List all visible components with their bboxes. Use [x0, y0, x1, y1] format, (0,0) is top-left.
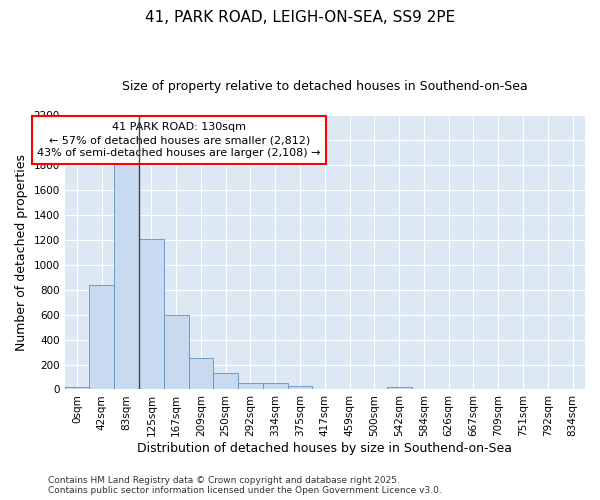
Bar: [238, 383, 263, 390]
Bar: [139, 238, 164, 390]
Title: Size of property relative to detached houses in Southend-on-Sea: Size of property relative to detached ho…: [122, 80, 528, 93]
Text: 41, PARK ROAD, LEIGH-ON-SEA, SS9 2PE: 41, PARK ROAD, LEIGH-ON-SEA, SS9 2PE: [145, 10, 455, 25]
Bar: [114, 162, 139, 390]
Bar: [287, 386, 313, 390]
Bar: [164, 314, 188, 390]
Bar: [89, 284, 114, 390]
Text: 41 PARK ROAD: 130sqm
← 57% of detached houses are smaller (2,812)
43% of semi-de: 41 PARK ROAD: 130sqm ← 57% of detached h…: [37, 122, 321, 158]
Bar: [65, 387, 89, 390]
Bar: [214, 373, 238, 390]
Bar: [263, 384, 287, 390]
Bar: [387, 387, 412, 390]
Text: Contains HM Land Registry data © Crown copyright and database right 2025.
Contai: Contains HM Land Registry data © Crown c…: [48, 476, 442, 495]
Bar: [188, 358, 214, 390]
X-axis label: Distribution of detached houses by size in Southend-on-Sea: Distribution of detached houses by size …: [137, 442, 512, 455]
Y-axis label: Number of detached properties: Number of detached properties: [15, 154, 28, 350]
